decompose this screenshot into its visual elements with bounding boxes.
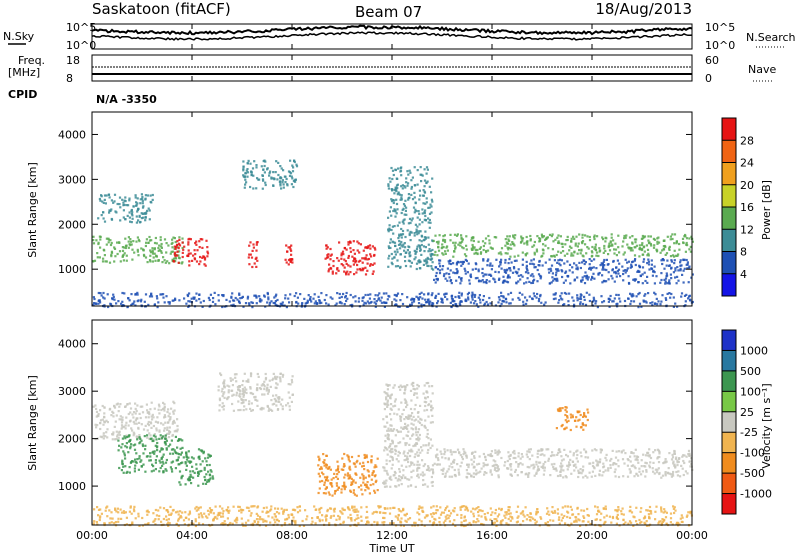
power-y-label: Slant Range [km] (26, 162, 39, 258)
y-tick-label: 1000 (58, 480, 86, 493)
freq-panel: Freq. [MHz] 18 8 60 0 Nave CPID N/A -335… (8, 54, 776, 106)
scatter-band (177, 448, 215, 487)
colorbar-tick-label: -25 (740, 426, 758, 439)
y-tick-label: 4000 (58, 338, 86, 351)
scatter-band (242, 159, 299, 190)
scatter-band (97, 193, 154, 224)
scatter-band (432, 233, 694, 258)
y-tick-label: 2000 (58, 433, 86, 446)
colorbar-tick-label: 16 (740, 201, 754, 214)
colorbar-tick-label: 1000 (740, 344, 768, 357)
colorbar-tick-label: 4 (740, 268, 747, 281)
nave-label: Nave (748, 63, 776, 76)
power-data (92, 159, 694, 309)
power-panel: 1000 2000 3000 4000 Slant Range [km] (26, 111, 694, 309)
cpid-label: CPID (8, 88, 37, 101)
velocity-colorbar-label: Velocity [m s⁻¹] (760, 383, 773, 468)
nsky-tick-bottom: 10^0 (66, 39, 96, 52)
nsky-tick-top: 10^5 (66, 21, 96, 34)
x-axis-ticks: 00:00 04:00 08:00 12:00 16:00 20:00 00:00 (76, 24, 708, 542)
scatter-band (432, 448, 694, 479)
x-tick-label: 12:00 (376, 529, 408, 542)
colorbar-tick-label: 100 (740, 385, 761, 398)
velocity-data (92, 372, 694, 528)
freq-tick-bottom: 8 (66, 72, 73, 85)
x-axis-label: Time UT (368, 542, 414, 554)
nsearch-tick-top: 10^5 (705, 21, 735, 34)
velocity-panel: 1000 2000 3000 4000 Slant Range [km] (26, 319, 694, 528)
y-tick-label: 3000 (58, 173, 86, 186)
colorbar-tick-label: 8 (740, 246, 747, 259)
power-y-ticks: 1000 2000 3000 4000 (58, 128, 692, 276)
scatter-band (217, 372, 294, 412)
colorbar-tick-label: 12 (740, 223, 754, 236)
scatter-band (92, 235, 184, 265)
freq-tick-top: 18 (66, 54, 80, 67)
freq-unit: [MHz] (8, 66, 40, 79)
scatter-band (387, 166, 435, 271)
colorbar-tick-label: 24 (740, 157, 754, 170)
x-tick-label: 00:00 (676, 529, 708, 542)
date-label: 18/Aug/2013 (595, 0, 692, 18)
colorbar-tick-label: 25 (740, 406, 754, 419)
colorbar-tick-label: 20 (740, 179, 754, 192)
nsearch-label: N.Search (746, 31, 796, 44)
velocity-colorbar: 1000 500 100 25 -25 -100 -500 -1000 (721, 329, 772, 515)
x-tick-label: 04:00 (176, 529, 208, 542)
cpid-value: N/A -3350 (96, 93, 157, 106)
scatter-band (247, 241, 259, 269)
beam-label: Beam 07 (355, 3, 422, 21)
velocity-frame (91, 319, 693, 526)
x-tick-label: 08:00 (276, 529, 308, 542)
x-tick-label: 16:00 (476, 529, 508, 542)
y-tick-label: 4000 (58, 128, 86, 141)
scatter-band (172, 237, 210, 267)
colorbar-tick-label: 28 (740, 134, 754, 147)
x-tick-label: 00:00 (76, 529, 108, 542)
power-colorbar: 4 8 12 16 20 24 28 (721, 117, 754, 297)
scatter-band (117, 434, 184, 474)
y-tick-label: 3000 (58, 385, 86, 398)
scatter-band (92, 505, 693, 528)
scatter-band (555, 406, 590, 432)
velocity-y-label: Slant Range [km] (26, 375, 39, 471)
power-colorbar-label: Power [dB] (760, 180, 773, 240)
colorbar-tick-label: 500 (740, 365, 761, 378)
scatter-band (317, 452, 379, 497)
velocity-y-ticks: 1000 2000 3000 4000 (58, 338, 692, 493)
nave-tick-bottom: 0 (705, 72, 712, 85)
nave-tick-top: 60 (705, 54, 719, 67)
colorbar-tick-label: -1000 (740, 488, 772, 501)
colorbar-tick-label: -100 (740, 447, 765, 460)
power-frame (91, 111, 693, 307)
y-tick-label: 1000 (58, 263, 86, 276)
nsearch-trace (91, 31, 693, 41)
colorbar-tick-label: -500 (740, 467, 765, 480)
freq-label: Freq. (18, 54, 45, 67)
nsky-label: N.Sky (3, 30, 35, 43)
y-tick-label: 2000 (58, 218, 86, 231)
noise-panel: N.Sky 10^5 10^0 10^5 10^0 N.Search (3, 21, 796, 52)
scatter-band (284, 244, 294, 266)
station-title: Saskatoon (fitACF) (92, 0, 231, 18)
nsearch-tick-bottom: 10^0 (705, 39, 735, 52)
scatter-band (324, 240, 377, 276)
scatter-band (433, 258, 694, 285)
scatter-band (382, 381, 435, 488)
x-tick-label: 20:00 (576, 529, 608, 542)
